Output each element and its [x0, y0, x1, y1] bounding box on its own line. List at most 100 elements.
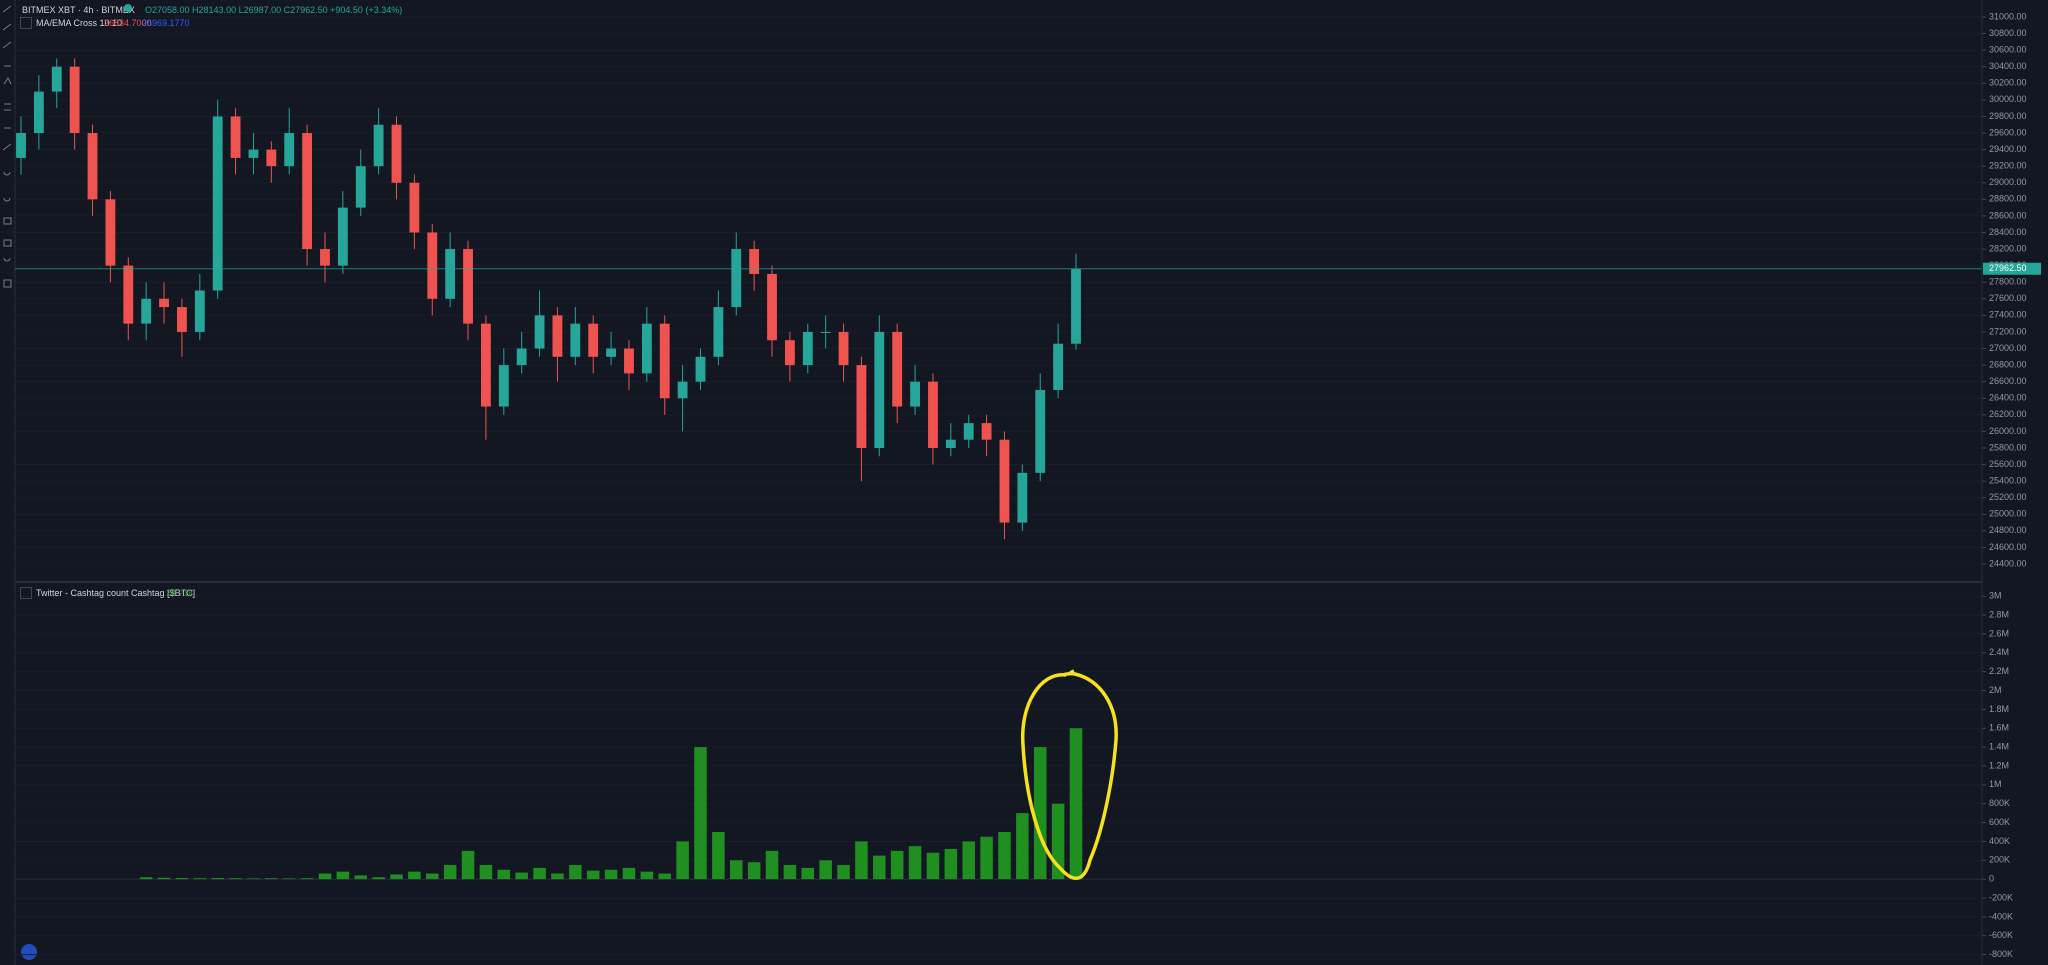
pane-value: 24.71K [166, 588, 195, 598]
y-tick-label: 26200.00 [1989, 409, 2027, 419]
candle-body [463, 249, 473, 324]
bar [962, 841, 975, 880]
y-tick-label: 24800.00 [1989, 525, 2027, 535]
candle-body [731, 249, 742, 308]
bar [819, 860, 832, 880]
candle-body [1053, 343, 1064, 390]
candle-body [480, 323, 491, 407]
ohlc: O27058.00 H28143.00 L26987.00 C27962.50 … [145, 5, 403, 15]
y-tick-label: 800K [1989, 798, 2010, 808]
collapse-button[interactable] [20, 17, 32, 29]
y-tick-label: 1.6M [1989, 723, 2009, 733]
bar [658, 873, 671, 880]
bar [908, 846, 922, 880]
candle-body [856, 365, 867, 448]
bar [837, 865, 850, 880]
y-tick-label: 1M [1989, 779, 2002, 789]
bar [586, 870, 600, 880]
candle-body [302, 133, 313, 250]
collapse-button[interactable] [20, 587, 32, 599]
y-tick-label: 2M [1989, 685, 2002, 695]
y-tick-label: 25000.00 [1989, 509, 2027, 519]
y-tick-label: 3M [1989, 591, 2002, 601]
candle-body [230, 116, 241, 158]
bar [265, 878, 278, 880]
y-tick-label: 31000.00 [1989, 11, 2027, 21]
annotation-circle [1020, 669, 1118, 880]
candle-body [409, 182, 420, 233]
candle-body [606, 348, 617, 357]
bar [390, 874, 403, 880]
bar [497, 869, 511, 880]
bar [1016, 813, 1029, 880]
candle-body [695, 356, 706, 382]
candle-body [1017, 472, 1028, 523]
y-tick-label: 200K [1989, 855, 2010, 865]
y-tick-label: 1.8M [1989, 704, 2009, 714]
candle-body [838, 331, 849, 366]
bar [604, 869, 618, 880]
y-tick-label: 30800.00 [1989, 28, 2027, 38]
y-tick-label: 27800.00 [1989, 277, 2027, 287]
candle-body [373, 124, 384, 167]
candle-body [177, 307, 187, 332]
y-tick-label: -600K [1989, 930, 2013, 940]
candle-body [266, 149, 277, 167]
toolbar [0, 0, 15, 965]
bar [247, 878, 260, 880]
bar [926, 852, 940, 880]
y-tick-label: 24600.00 [1989, 542, 2027, 552]
candle-body [641, 323, 652, 374]
bar [318, 873, 332, 880]
candle-body [534, 315, 545, 349]
y-tick-label: 1.4M [1989, 741, 2009, 751]
candle-body [677, 381, 688, 399]
candle-body [981, 423, 992, 440]
candle-body [320, 249, 330, 266]
y-tick-label: 0 [1989, 874, 1994, 884]
y-tick-label: 29200.00 [1989, 161, 2027, 171]
bar [1069, 728, 1083, 880]
y-tick-label: 26000.00 [1989, 426, 2027, 436]
candle-body [498, 365, 509, 407]
status-dot [124, 4, 132, 12]
bar [461, 850, 475, 880]
y-tick-label: 28800.00 [1989, 194, 2027, 204]
candle-body [212, 116, 223, 291]
y-tick-label: 28200.00 [1989, 243, 2027, 253]
y-tick-label: 29600.00 [1989, 127, 2027, 137]
pane-title: Twitter - Cashtag count Cashtag [$BTC] [36, 588, 196, 598]
bar [443, 865, 457, 880]
y-tick-label: 28600.00 [1989, 210, 2027, 220]
candle-body [391, 124, 402, 183]
candle-body [910, 381, 920, 407]
y-tick-label: 25200.00 [1989, 492, 2027, 502]
last-price-box [1983, 262, 2041, 275]
y-tick-label: 400K [1989, 836, 2010, 846]
y-tick-label: 25400.00 [1989, 476, 2027, 486]
bar [944, 848, 958, 880]
y-tick-label: 1.2M [1989, 760, 2009, 770]
candle-body [69, 66, 80, 134]
bar [551, 873, 564, 880]
y-tick-label: -200K [1989, 892, 2013, 902]
bar [783, 865, 797, 880]
candle-body [1071, 268, 1081, 344]
bar [694, 747, 707, 880]
bar [533, 867, 546, 880]
bar [139, 877, 153, 880]
y-tick-label: 25800.00 [1989, 442, 2027, 452]
symbol: BITMEX XBT · 4h · BITMEX [22, 5, 135, 15]
bar [765, 850, 779, 880]
logo-button[interactable] [21, 944, 37, 960]
bar [712, 832, 725, 880]
y-tick-label: 30400.00 [1989, 61, 2027, 71]
candle-body [749, 249, 760, 274]
candle-body [784, 340, 795, 366]
y-tick-label: 26600.00 [1989, 376, 2027, 386]
candle-body [659, 323, 670, 399]
bar [747, 862, 761, 880]
candle-body [945, 439, 956, 448]
bar [676, 841, 689, 880]
